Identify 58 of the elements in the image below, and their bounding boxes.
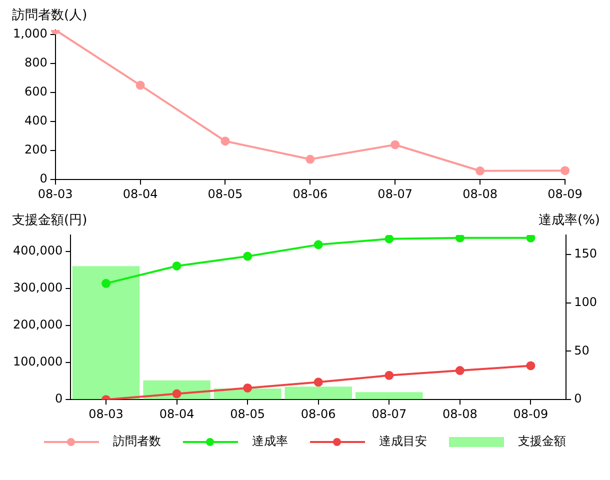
x-tick-label: 08-09 bbox=[548, 186, 582, 201]
point bbox=[172, 261, 182, 270]
y-axis-title: 支援金額(円) bbox=[12, 212, 88, 228]
point bbox=[526, 235, 536, 242]
point bbox=[243, 383, 252, 392]
point bbox=[390, 140, 400, 150]
legend-label: 訪問者数 bbox=[113, 433, 161, 450]
x-tick-label: 08-03 bbox=[88, 406, 124, 421]
y-tick-label: 600 bbox=[24, 84, 48, 99]
y2-axis-title: 達成率(%) bbox=[538, 212, 600, 228]
y-tick-label: 0 bbox=[54, 392, 63, 406]
x-tick-label: 08-07 bbox=[378, 186, 413, 201]
bar bbox=[284, 386, 352, 400]
y-tick-label: 400,000 bbox=[13, 243, 63, 258]
x-tick-label: 08-04 bbox=[122, 186, 158, 201]
y-tick-label: 200 bbox=[24, 142, 48, 157]
y-tick-label: 200,000 bbox=[13, 318, 63, 332]
point bbox=[314, 378, 323, 387]
y-tick-label: 400 bbox=[24, 114, 48, 128]
y2-tick-label: 0 bbox=[574, 392, 582, 406]
point bbox=[243, 252, 252, 261]
point bbox=[136, 80, 145, 90]
x-tick-label: 08-08 bbox=[442, 406, 478, 421]
bar bbox=[72, 266, 140, 400]
legend-label: 支援金額 bbox=[518, 433, 566, 450]
y-tick-label: 0 bbox=[40, 172, 48, 186]
x-tick-label: 08-07 bbox=[372, 406, 407, 421]
y2-tick-label: 50 bbox=[574, 343, 590, 358]
y2-tick-label: 150 bbox=[574, 246, 597, 260]
x-tick-label: 08-05 bbox=[208, 186, 243, 201]
x-tick-label: 08-03 bbox=[38, 186, 73, 201]
y-tick-label: 100,000 bbox=[13, 354, 63, 369]
point bbox=[220, 136, 230, 146]
point bbox=[526, 361, 536, 370]
point bbox=[455, 366, 464, 376]
x-tick-label: 08-08 bbox=[462, 186, 498, 201]
bar bbox=[356, 392, 423, 400]
point bbox=[384, 370, 394, 380]
x-tick-label: 08-05 bbox=[230, 406, 266, 421]
point bbox=[384, 235, 394, 244]
x-tick-label: 08-09 bbox=[513, 406, 548, 421]
x-tick-label: 08-06 bbox=[300, 406, 336, 421]
y-axis-title: 訪問者数(人) bbox=[12, 8, 88, 23]
y-tick-label: 300,000 bbox=[13, 280, 63, 295]
y-tick-label: 1,000 bbox=[12, 26, 48, 40]
point bbox=[560, 166, 570, 176]
legend-label: 達成目安 bbox=[379, 433, 427, 450]
point bbox=[102, 278, 111, 288]
x-tick-label: 08-06 bbox=[292, 186, 328, 201]
y2-tick-label: 100 bbox=[574, 294, 597, 309]
point bbox=[314, 240, 323, 250]
y-tick-label: 800 bbox=[24, 56, 48, 70]
point bbox=[476, 166, 485, 176]
point bbox=[306, 154, 315, 164]
legend-label: 達成率 bbox=[252, 433, 288, 450]
point bbox=[455, 235, 464, 242]
point bbox=[172, 389, 182, 398]
x-tick-label: 08-04 bbox=[159, 406, 194, 421]
